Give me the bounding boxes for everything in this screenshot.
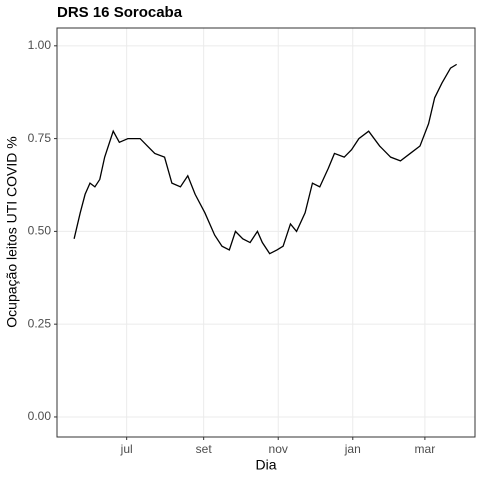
- x-axis-label: Dia: [255, 457, 276, 473]
- plot-border: [56, 27, 476, 438]
- y-axis-label: Ocupação leitos UTI COVID %: [4, 136, 20, 327]
- x-tick-label: jul: [120, 442, 133, 456]
- x-tick-label: jan: [344, 442, 361, 456]
- x-tick-label: set: [196, 442, 213, 456]
- y-tick-label: 1.00: [28, 38, 52, 52]
- y-tick-label: 0.75: [28, 131, 52, 145]
- y-tick-label: 0.00: [28, 409, 52, 423]
- chart-title: DRS 16 Sorocaba: [57, 4, 183, 21]
- line: [73, 63, 458, 255]
- y-tick-label: 0.25: [28, 316, 52, 330]
- x-tick-label: nov: [269, 442, 288, 456]
- y-tick-label: 0.50: [28, 224, 52, 238]
- x-tick-label: mar: [415, 442, 436, 456]
